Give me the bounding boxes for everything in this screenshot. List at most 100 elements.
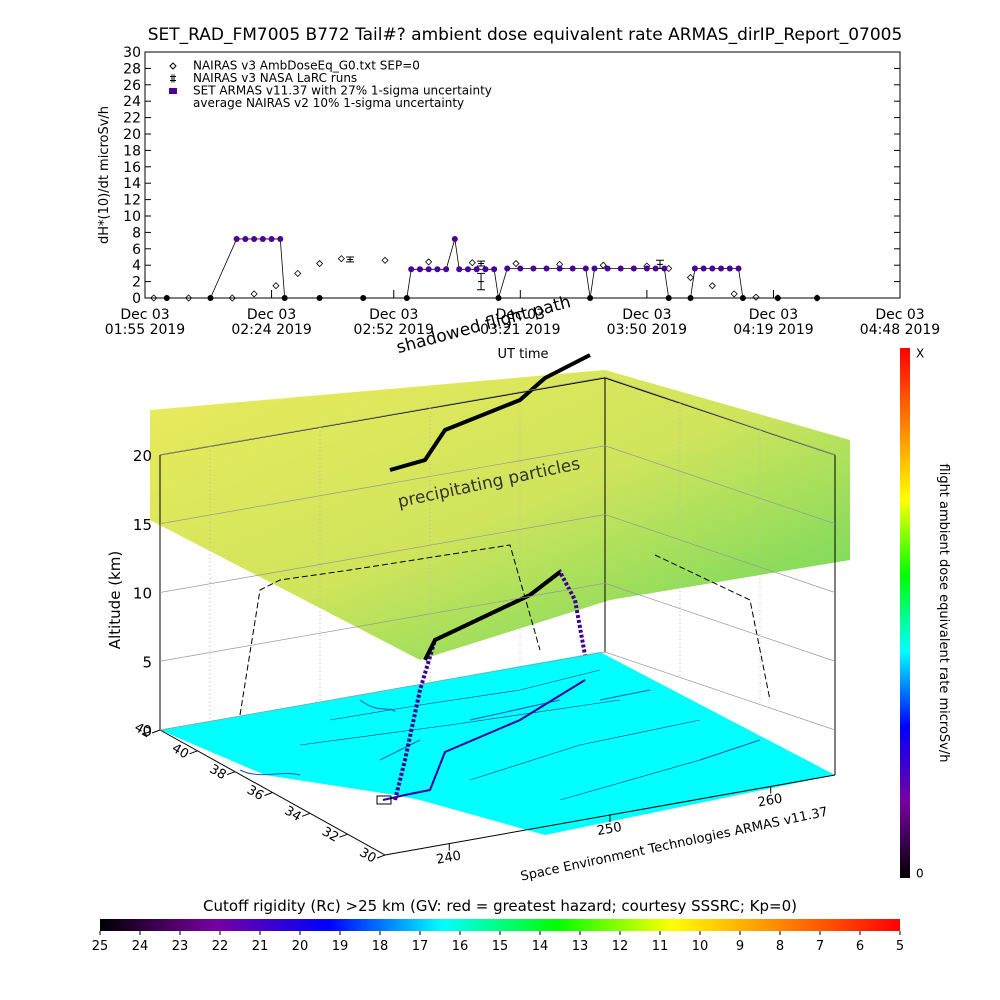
lat-tick-label: 30: [357, 845, 379, 866]
lat-tick-label: 34: [282, 804, 304, 825]
z-tick-label: 20: [133, 447, 152, 465]
x-tick-label: 03:21 2019: [480, 322, 560, 338]
data-point: [456, 266, 463, 273]
legend-label: NAIRAS v3 AmbDoseEq_G0.txt SEP=0: [193, 59, 420, 73]
lat-tick-label: 42: [132, 720, 154, 741]
lat-tick: [301, 812, 311, 817]
particle-field: [150, 370, 850, 660]
data-point: [604, 265, 611, 272]
data-point: [556, 265, 563, 272]
colorbar-tick-label: 13: [572, 939, 589, 954]
y-tick-label: 4: [132, 258, 141, 274]
x-tick-label: Dec 03: [247, 307, 296, 323]
y-tick-label: 20: [123, 127, 141, 143]
colorbar-tick-label: 7: [816, 939, 824, 954]
origin-marker: [376, 795, 392, 805]
data-point: [360, 295, 367, 301]
map-plane: [160, 652, 835, 835]
data-point: [163, 295, 170, 301]
colorbar-tick-label: 17: [412, 939, 429, 954]
z-grid-line: [159, 514, 606, 593]
colorbar-tick-label: 22: [212, 939, 229, 954]
z-grid-line: [604, 514, 836, 593]
x-tick-label: Dec 03: [875, 307, 924, 323]
wall-trace: [239, 544, 541, 716]
x-tick-label: Dec 03: [369, 307, 418, 323]
data-point: [464, 266, 471, 273]
x-tick-label: 03:50 2019: [607, 322, 687, 338]
data-point: [233, 235, 240, 242]
data-point: [718, 265, 725, 272]
z-grid-line: [604, 651, 836, 731]
data-point: [686, 273, 695, 282]
z-axis-label: Altitude (km): [106, 551, 124, 649]
data-point: [416, 266, 423, 273]
lat-tick: [226, 771, 236, 776]
z-tick-label: 5: [142, 653, 152, 671]
colorbar-tick-label: 14: [532, 939, 549, 954]
data-point: [512, 259, 520, 268]
flight-path: [423, 570, 562, 661]
y-tick-label: 16: [123, 160, 141, 176]
data-point: [752, 293, 760, 301]
colorbar-tick-label: 11: [652, 939, 669, 954]
data-point: [735, 265, 742, 272]
y-tick-label: 30: [123, 45, 141, 61]
lat-tick-label: 40: [169, 741, 191, 762]
flight-shadow: [382, 679, 586, 801]
data-point: [587, 295, 594, 301]
legend-marker: [170, 74, 176, 83]
lat-tick: [376, 854, 386, 859]
y-tick-label: 28: [123, 61, 141, 77]
data-point: [381, 256, 389, 264]
lat-tick: [339, 833, 348, 838]
colorbar-tick-label: 6: [856, 939, 864, 954]
data-point: [250, 290, 258, 298]
colorbar-tick-label: 12: [612, 939, 629, 954]
data-point: [691, 265, 698, 272]
data-point: [150, 294, 158, 302]
z-tick-label: 0: [142, 722, 152, 740]
x-tick-label: 01:55 2019: [105, 322, 185, 338]
legend-label: SET ARMAS v11.37 with 27% 1-sigma uncert…: [193, 84, 492, 98]
data-point: [268, 235, 275, 242]
data-point: [403, 295, 410, 301]
data-point: [425, 266, 432, 273]
data-point: [661, 265, 668, 272]
plot-frame: [144, 51, 901, 299]
data-point: [708, 282, 716, 290]
y-tick-label: 8: [132, 225, 141, 241]
data-point: [530, 265, 537, 272]
colorbar-tick-label: 24: [132, 939, 149, 954]
data-point: [739, 295, 746, 301]
data-point: [643, 265, 650, 272]
colorbar-tick-label: 25: [92, 939, 109, 954]
z-grid-line: [604, 445, 836, 525]
data-point: [517, 265, 524, 272]
error-bar: [477, 260, 486, 267]
data-point: [495, 295, 502, 301]
x-tick-label: 04:48 2019: [860, 322, 940, 338]
legend-marker: [169, 62, 177, 70]
data-point: [709, 265, 716, 272]
data-point: [569, 265, 576, 272]
data-point: [814, 295, 821, 301]
data-point: [242, 235, 249, 242]
colorbar-tick-label: 8: [776, 939, 784, 954]
colorbar-tick-label: 15: [492, 939, 509, 954]
z-grid-line: [159, 582, 606, 662]
data-point: [272, 282, 280, 290]
error-bar: [477, 272, 486, 291]
data-point: [630, 265, 637, 272]
lat-tick: [189, 750, 198, 755]
map-contours: [239, 669, 761, 801]
z-grid-line: [159, 376, 606, 456]
data-point: [185, 294, 193, 302]
x-tick-label: 04:19 2019: [733, 322, 813, 338]
lat-tick-label: 36: [244, 783, 266, 804]
y-tick-label: 24: [123, 94, 141, 110]
x-tick-label: Dec 03: [496, 307, 545, 323]
colorbar-horizontal: [100, 919, 900, 931]
lon-tick-label: 260: [757, 791, 784, 810]
data-point: [726, 265, 733, 272]
